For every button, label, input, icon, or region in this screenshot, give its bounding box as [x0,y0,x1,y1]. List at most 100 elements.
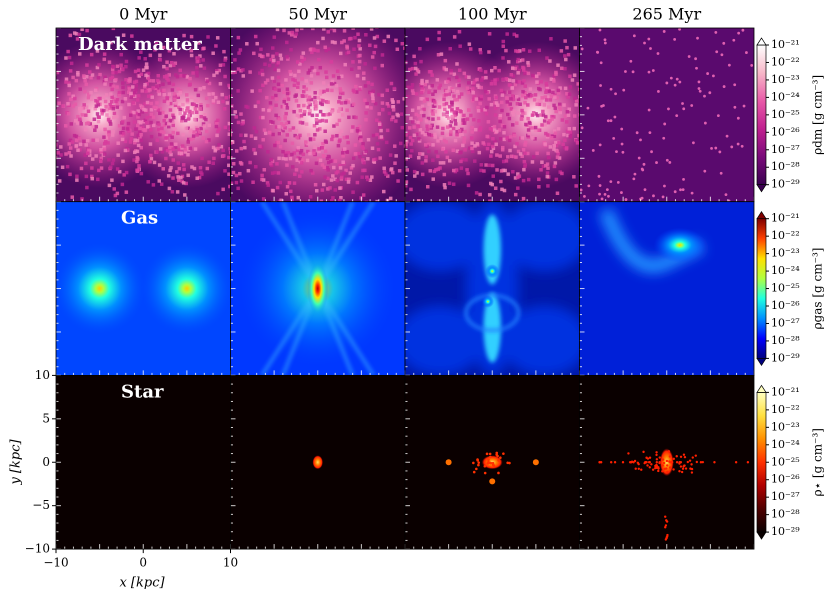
particle [189,137,193,142]
particle [545,174,550,179]
particle [431,109,436,113]
particle [520,58,525,62]
particle [162,92,166,97]
particle [513,82,518,87]
particle [455,62,459,66]
particle [239,68,243,73]
particle [296,195,301,200]
particle [111,106,116,111]
particle [366,137,371,142]
particle [22,44,26,48]
particle [517,68,521,73]
particle [472,97,476,102]
y-tick-label: −5 [32,498,50,512]
particle [38,125,42,129]
particle [361,168,365,173]
particle [121,67,125,71]
particle [83,127,88,132]
particle [495,153,499,157]
particle [369,6,373,9]
particle [395,47,400,52]
particle [544,98,549,102]
particle [30,139,33,143]
particle [296,104,301,108]
particle [221,63,226,67]
colorbar-label: ρgas [g cm⁻³] [811,248,825,330]
particle [171,63,176,68]
star-particle [475,467,478,471]
particle [87,153,92,157]
particle [332,81,337,86]
particle [238,171,242,176]
particle [96,177,100,182]
particle [516,149,521,154]
particle [112,187,116,191]
particle [295,158,299,162]
particle [236,35,241,40]
particle [562,132,566,137]
y-tick-label: −10 [25,542,50,556]
particle [116,153,120,157]
particle [565,110,570,114]
gas-clump [485,264,500,279]
particle [727,63,731,67]
colorbar [756,44,767,186]
particle [117,169,122,174]
particle [651,69,655,72]
particle [475,77,479,82]
particle [345,108,349,112]
particle [260,68,264,73]
particle [698,89,702,93]
particle [132,90,137,95]
particle [131,85,135,89]
particle [669,76,673,80]
particle [553,106,558,110]
particle [564,120,569,124]
particle [298,174,302,178]
particle [102,152,107,156]
particle [236,186,240,191]
colorbar-tick-label: 10⁻²⁴ [771,264,800,277]
particle [410,148,414,153]
particle [329,199,334,202]
particle [563,39,567,43]
y-tick-label: 10 [35,368,50,382]
particle [93,106,98,111]
star-particle [655,453,658,457]
particle [122,173,126,177]
particle [332,165,336,170]
particle [181,132,185,137]
particle [433,109,437,114]
column-title: 0 Myr [119,5,168,24]
particle [218,18,222,22]
gas-filament [316,287,375,376]
particle [507,138,512,143]
particle [214,69,219,73]
particle [321,113,325,117]
particle [451,126,456,131]
particle [535,102,539,106]
particle [332,28,337,33]
particle [230,181,234,186]
particle [543,123,547,127]
particle [278,53,283,58]
particle [37,66,41,70]
particle [38,170,42,174]
particle [69,122,74,126]
particle [445,89,449,94]
star-particle [734,461,738,464]
particle [436,139,440,143]
star-particle [488,452,492,456]
particle [228,184,231,189]
particle [194,110,199,115]
particle [67,55,72,60]
particle [60,165,65,170]
particle [161,130,166,135]
particle [142,107,146,112]
particle [351,102,356,106]
particle [163,112,167,116]
particle [568,134,573,138]
particle [467,75,471,79]
particle [219,144,224,149]
particle [329,28,334,31]
